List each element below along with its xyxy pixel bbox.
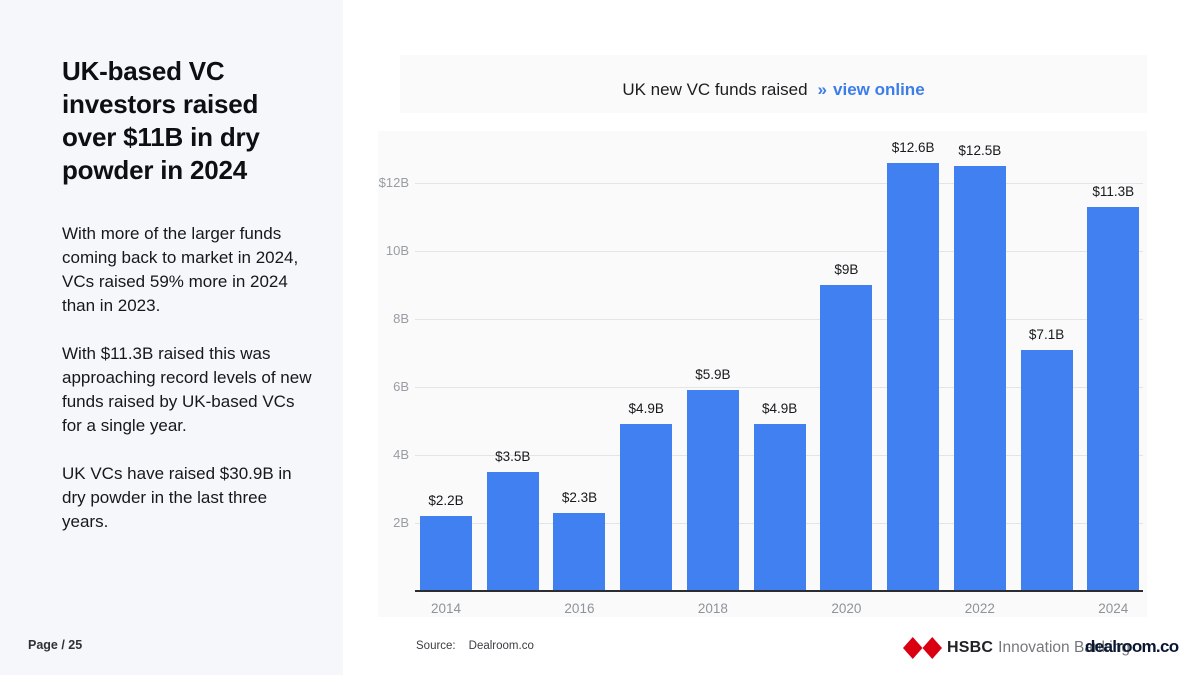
bar — [1087, 207, 1140, 591]
y-gridline — [415, 319, 1143, 320]
bar — [753, 424, 806, 591]
y-tick-label: 10B — [385, 243, 409, 258]
bar — [486, 472, 539, 591]
sidebar-paragraph: With $11.3B raised this was approaching … — [62, 344, 312, 435]
x-tick-label: 2024 — [1098, 601, 1129, 616]
chart-title: UK new VC funds raised — [622, 79, 808, 99]
bar-value-label: $12.5B — [958, 143, 1002, 158]
y-tick-label: 2B — [393, 515, 409, 530]
source-label: Source: — [416, 640, 456, 652]
bar-chart: $12B 10B 8B 6B 4B 2B $2.2B $3.5B $2.3B $4.9B $5.9B… — [378, 131, 1147, 617]
hsbc-logo: HSBC Innovation Banking — [903, 636, 1130, 660]
page-title: UK-based VC investors raised over $11B i… — [62, 56, 260, 185]
x-tick-label: 2020 — [831, 601, 862, 616]
x-axis-line — [415, 590, 1143, 592]
y-gridline — [415, 251, 1143, 252]
y-tick-label: $12B — [378, 175, 409, 190]
y-tick-label: 6B — [393, 379, 409, 394]
dealroom-logo: dealroom.co — [1085, 637, 1179, 656]
chevron-right-icon: » — [817, 79, 828, 99]
bar — [686, 390, 739, 591]
bar — [1020, 350, 1073, 591]
bar-value-label: $4.9B — [628, 401, 664, 416]
hsbc-hexagon-icon — [903, 637, 942, 659]
x-tick-label: 2014 — [430, 601, 462, 616]
y-gridline — [415, 387, 1143, 388]
sidebar-paragraph: UK VCs have raised $30.9B in dry powder … — [62, 464, 292, 531]
bar — [887, 163, 940, 591]
y-gridline — [415, 183, 1143, 184]
y-tick-label: 4B — [393, 447, 409, 462]
x-tick-label: 2018 — [697, 601, 728, 616]
bar — [953, 166, 1006, 591]
hsbc-wordmark: HSBC — [947, 639, 994, 656]
bar-value-label: $2.3B — [561, 490, 598, 505]
bar-value-label: $11.3B — [1092, 184, 1135, 199]
source-line: Source: Dealroom.co — [416, 640, 534, 652]
bar-value-label: $3.5B — [495, 449, 531, 464]
hsbc-subtext: Innovation Banking — [998, 639, 1130, 656]
bar-value-label: $5.9B — [695, 367, 731, 382]
sidebar-body-text: With more of the larger funds coming bac… — [62, 222, 318, 558]
bar-value-label: $4.9B — [762, 401, 798, 416]
page-number: Page / 25 — [28, 638, 83, 652]
chart-header: UK new VC funds raised » view online — [400, 55, 1147, 113]
bar — [620, 424, 673, 591]
x-tick-label: 2016 — [564, 601, 595, 616]
y-tick-label: 8B — [393, 311, 409, 326]
view-online-link[interactable]: view online — [833, 79, 925, 99]
source-value: Dealroom.co — [468, 640, 534, 652]
x-tick-label: 2022 — [964, 601, 995, 616]
bar-value-label: $12.6B — [891, 140, 935, 155]
sidebar-paragraph: With more of the larger funds coming bac… — [62, 224, 299, 315]
bar — [420, 516, 472, 591]
bar — [553, 513, 606, 591]
bar-value-label: $7.1B — [1028, 327, 1065, 342]
sidebar: UK-based VC investors raised over $11B i… — [0, 0, 343, 675]
bar-value-label: $9B — [834, 262, 859, 277]
bar-value-label: $2.2B — [428, 493, 464, 508]
bar — [820, 285, 873, 591]
